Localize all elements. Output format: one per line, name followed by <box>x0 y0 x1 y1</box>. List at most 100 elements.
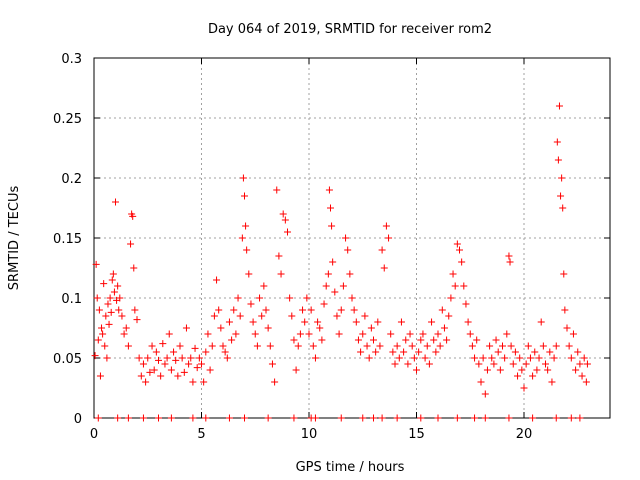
data-point <box>544 366 552 374</box>
data-point <box>567 354 575 362</box>
data-point <box>155 414 162 422</box>
data-point <box>434 330 442 338</box>
data-point <box>93 294 101 302</box>
data-point <box>296 330 304 338</box>
data-point <box>357 348 365 356</box>
data-point <box>266 342 274 350</box>
data-point <box>440 324 448 332</box>
data-point <box>376 342 384 350</box>
data-point <box>522 360 530 368</box>
data-point <box>524 342 532 350</box>
data-point <box>239 174 247 182</box>
data-point <box>496 366 504 374</box>
data-point <box>290 414 298 422</box>
data-point <box>152 348 160 356</box>
data-point <box>150 366 158 374</box>
data-point <box>260 282 268 290</box>
x-tick-label: 0 <box>90 427 98 442</box>
data-point <box>413 366 420 374</box>
data-point <box>451 282 459 290</box>
data-point <box>406 330 414 338</box>
data-points <box>91 102 591 422</box>
data-point <box>520 384 528 392</box>
data-point <box>565 342 573 350</box>
data-point <box>367 324 375 332</box>
data-point <box>514 372 522 380</box>
data-point <box>281 216 289 224</box>
data-point <box>96 372 104 380</box>
data-point <box>180 368 188 376</box>
data-point <box>329 258 337 266</box>
data-point <box>385 234 393 242</box>
data-point <box>273 186 281 194</box>
data-point <box>327 204 334 212</box>
data-point <box>555 102 563 110</box>
data-point <box>225 414 233 422</box>
data-point <box>217 324 225 332</box>
data-point <box>110 288 118 296</box>
data-point <box>438 306 446 314</box>
data-point <box>159 340 167 348</box>
data-point <box>139 414 147 422</box>
data-point <box>554 156 562 164</box>
data-point <box>434 414 442 422</box>
data-point <box>124 342 132 350</box>
data-point <box>337 414 345 422</box>
data-point <box>449 270 457 278</box>
data-point <box>359 414 367 422</box>
data-point <box>552 414 560 422</box>
data-point <box>182 324 190 332</box>
data-point <box>583 360 591 368</box>
data-point <box>380 264 388 272</box>
data-point <box>253 342 261 350</box>
data-point <box>430 336 438 344</box>
data-point <box>337 306 345 314</box>
data-point <box>129 212 137 220</box>
data-point <box>163 354 171 362</box>
data-point <box>167 414 175 422</box>
data-point <box>286 294 294 302</box>
data-point <box>307 306 315 314</box>
data-point <box>202 414 210 422</box>
data-point <box>580 354 588 362</box>
data-point <box>507 342 515 350</box>
data-point <box>464 318 472 326</box>
data-point <box>116 294 124 302</box>
data-point <box>576 360 584 368</box>
data-point <box>382 222 390 230</box>
data-point <box>503 330 511 338</box>
data-point <box>428 318 436 326</box>
data-point <box>553 138 561 146</box>
data-point <box>120 330 128 338</box>
data-point <box>458 258 466 266</box>
data-point <box>572 366 580 374</box>
data-point <box>548 378 556 386</box>
data-point <box>471 414 479 422</box>
data-point <box>576 414 584 422</box>
data-point <box>567 414 575 422</box>
data-point <box>443 336 451 344</box>
data-point <box>333 312 341 320</box>
data-point <box>102 312 110 320</box>
data-point <box>494 348 502 356</box>
data-point <box>542 360 549 368</box>
data-point <box>127 240 135 248</box>
data-point <box>262 306 270 314</box>
data-point <box>560 270 568 278</box>
data-point <box>561 306 569 314</box>
data-point <box>92 260 100 268</box>
data-point <box>410 354 418 362</box>
data-point <box>155 356 162 364</box>
data-point <box>445 312 453 320</box>
data-point <box>539 342 547 350</box>
x-axis-label: GPS time / hours <box>296 460 405 475</box>
data-point <box>325 186 333 194</box>
data-point <box>294 342 302 350</box>
data-point <box>200 378 208 386</box>
data-point <box>146 368 154 376</box>
data-point <box>511 348 519 356</box>
axis-ticks: 0 5 10 15 20 0 0.05 0.1 0.15 0.2 0.25 0.3 <box>53 52 610 442</box>
data-point <box>550 354 558 362</box>
data-point <box>370 336 377 344</box>
